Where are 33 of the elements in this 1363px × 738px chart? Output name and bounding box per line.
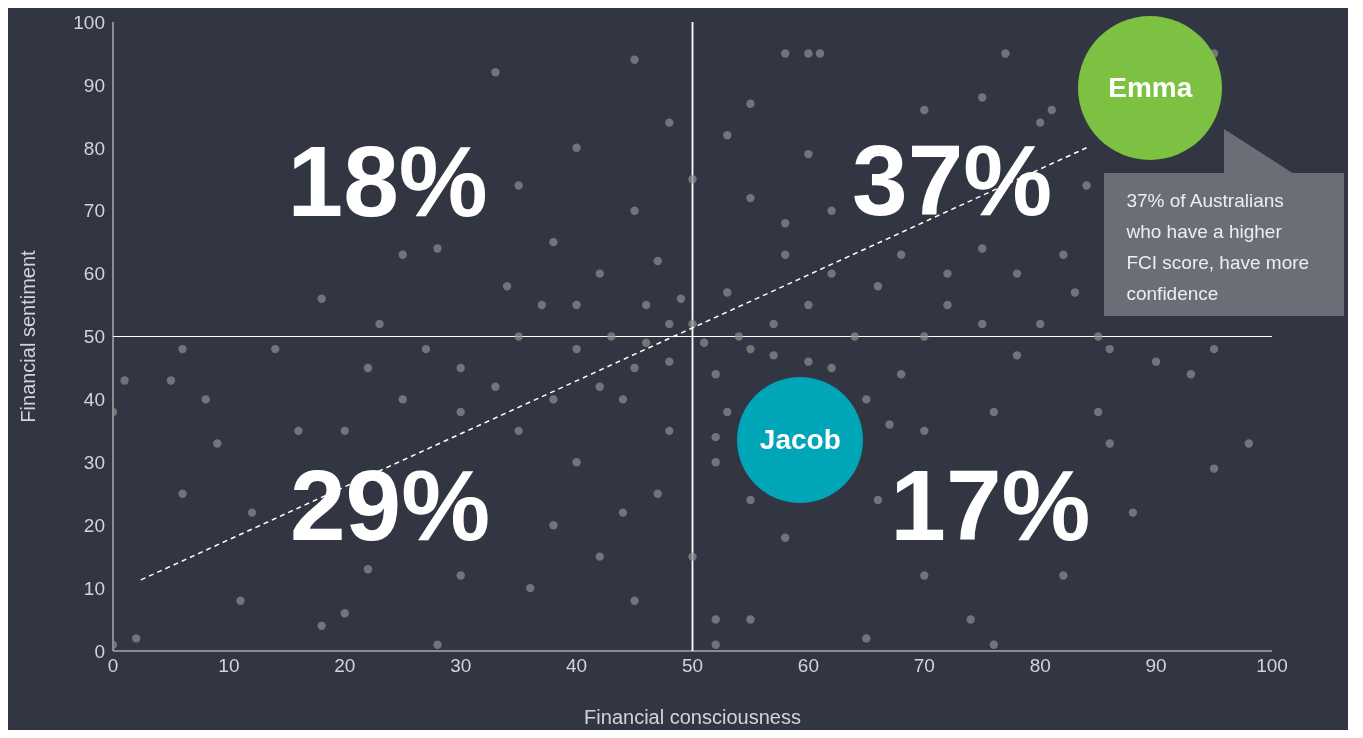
y-tick-label: 60 [83,263,105,285]
x-tick-label: 90 [1145,655,1167,677]
y-tick-label: 90 [83,74,105,96]
x-tick-label: 100 [1256,655,1288,677]
x-tick-label: 50 [681,655,704,677]
y-tick-label: 10 [83,577,105,599]
y-tick-label: 30 [83,452,105,474]
annotation: 37% [852,123,1053,236]
y-axis-title: Financial sentiment [17,249,40,423]
x-tick-label: 10 [218,655,240,677]
x-tick-label: 40 [566,655,588,677]
y-tick-label: 70 [83,200,105,222]
x-tick-label: 0 [107,655,119,677]
annotation: 17% [890,449,1091,562]
x-tick-label: 80 [1029,655,1051,677]
x-tick-label: 20 [334,655,356,677]
y-tick-label: 50 [83,326,105,348]
x-tick-label: 60 [797,655,819,677]
annotation: Jacob [759,424,841,457]
annotation: 18% [287,124,488,237]
x-tick-label: 30 [450,655,472,677]
annotation: Emma [1108,72,1193,105]
y-tick-label: 20 [83,514,105,536]
y-tick-label: 80 [83,137,105,159]
circle-badge: Emma [1078,16,1223,161]
x-axis-title: Financial consciousness [584,706,801,728]
y-tick-label: 40 [83,389,105,411]
y-tick-label: 100 [73,11,105,33]
annotation: 29% [289,449,491,562]
y-tick-label: 0 [94,640,105,662]
circle-badge: Jacob [737,377,864,504]
x-tick-label: 70 [913,655,935,677]
annotation: 37% of Australians who have a higher FCI score, have more confidence [1104,172,1345,316]
